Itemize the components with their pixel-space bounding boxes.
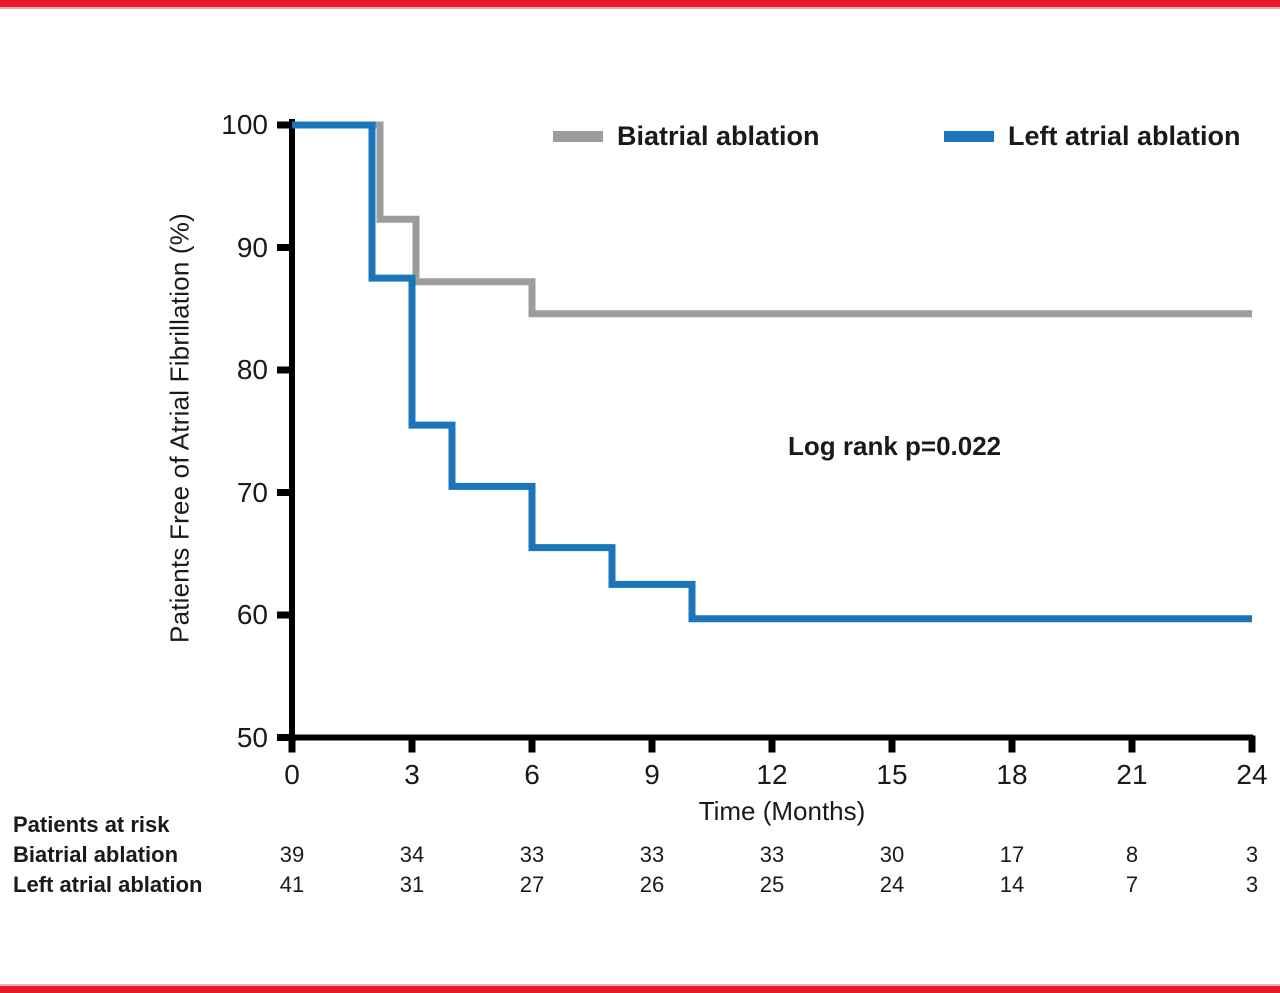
risk-count: 31 (399, 872, 425, 897)
risk-count: 25 (759, 872, 785, 897)
risk-count: 3 (1245, 872, 1259, 897)
y-tick (277, 121, 289, 129)
y-tick (277, 611, 289, 619)
risk-count: 39 (279, 842, 305, 867)
risk-count: 26 (639, 872, 665, 897)
x-tick (528, 735, 536, 753)
y-tick-label: 70 (236, 476, 268, 508)
x-tick (888, 735, 896, 753)
risk-count: 34 (399, 842, 425, 867)
risk-count: 41 (279, 872, 305, 897)
risk-count: 30 (879, 842, 905, 867)
risk-table-heading: Patients at risk (13, 812, 170, 837)
x-tick-label: 21 (1116, 759, 1148, 790)
y-tick-label: 60 (236, 599, 268, 630)
risk-count: 24 (879, 872, 905, 897)
risk-count: 33 (639, 842, 665, 867)
legend-label-left-atrial: Left atrial ablation (1008, 120, 1241, 151)
risk-count: 33 (519, 842, 545, 867)
y-tick (277, 366, 289, 374)
risk-count: 27 (519, 872, 545, 897)
log-rank-annotation: Log rank p=0.022 (788, 431, 1002, 461)
legend-swatch-left-atrial-icon (944, 130, 994, 142)
series-line-biatrial-ablation (292, 121, 1252, 318)
y-tick (277, 244, 289, 251)
x-tick (1128, 735, 1136, 753)
x-tick (1248, 735, 1256, 753)
x-tick-label: 0 (284, 759, 300, 790)
risk-count: 17 (999, 842, 1025, 867)
x-tick (648, 735, 656, 753)
y-tick-label: 100 (221, 109, 268, 140)
risk-row-label-left-atrial: Left atrial ablation (13, 872, 203, 897)
legend-swatch-biatrial-icon (553, 130, 603, 142)
y-tick (277, 734, 289, 741)
x-axis-title: Time (Months) (698, 796, 866, 826)
risk-count: 3 (1245, 842, 1259, 867)
y-tick (277, 489, 289, 496)
y-tick-label: 90 (236, 231, 268, 263)
y-axis-title: Patients Free of Atrial Fibrillation (%) (164, 213, 195, 643)
x-tick (288, 735, 296, 753)
x-tick (1008, 735, 1016, 753)
x-tick-label: 24 (1236, 759, 1268, 790)
y-tick-label: 80 (236, 354, 268, 385)
top-accent-bar (0, 0, 1280, 9)
legend-item-biatrial: Biatrial ablation (553, 120, 820, 152)
series-line-left-atrial-ablation (292, 121, 1252, 623)
x-tick-label: 18 (996, 759, 1028, 790)
x-tick-label: 9 (644, 759, 660, 790)
risk-count: 33 (759, 842, 785, 867)
x-tick-label: 3 (404, 759, 420, 790)
x-tick-label: 6 (524, 759, 540, 790)
risk-row-label-biatrial: Biatrial ablation (13, 842, 179, 867)
legend-label-biatrial: Biatrial ablation (617, 120, 820, 151)
legend-item-left-atrial: Left atrial ablation (944, 120, 1241, 152)
y-axis-line (289, 119, 295, 741)
x-tick-label: 12 (756, 759, 788, 790)
y-tick-label: 50 (236, 721, 268, 753)
x-tick (408, 735, 416, 753)
risk-count: 14 (999, 872, 1025, 897)
x-tick-label: 15 (876, 759, 908, 790)
risk-count: 7 (1125, 872, 1139, 897)
bottom-accent-bar (0, 984, 1280, 993)
risk-count: 8 (1125, 842, 1139, 867)
x-tick (768, 735, 776, 753)
